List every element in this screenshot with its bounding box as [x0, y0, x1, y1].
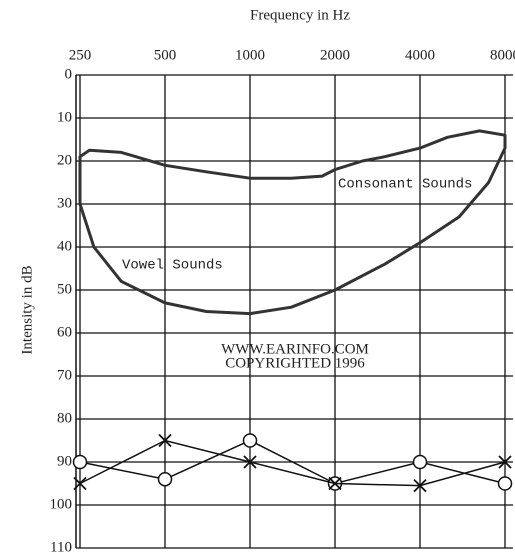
marker — [72, 454, 88, 470]
series-line — [79, 439, 506, 487]
annotation: COPYRIGHTED 1996 — [225, 355, 365, 371]
marker — [497, 476, 513, 491]
y-tick-label: 50 — [57, 281, 72, 297]
annotation: Vowel Sounds — [122, 258, 223, 274]
annotation: WWW.EARINFO.COM — [221, 341, 369, 357]
y-tick-label: 30 — [57, 195, 72, 211]
y-tick-label: 70 — [57, 367, 72, 383]
y-axis-title: Intensity in dB — [19, 265, 35, 354]
y-tick-label: 60 — [57, 324, 72, 340]
y-tick-label: 80 — [57, 410, 72, 426]
marker — [413, 479, 427, 493]
marker — [158, 433, 172, 448]
x-tick-label: 2000 — [320, 47, 350, 63]
y-tick-label: 20 — [57, 152, 72, 168]
marker — [328, 476, 342, 491]
series-line — [79, 439, 506, 485]
y-tick-label: 0 — [65, 66, 73, 82]
marker — [242, 433, 258, 448]
marker — [412, 454, 428, 470]
y-tick-label: 40 — [57, 238, 72, 254]
y-tick-label: 100 — [50, 496, 73, 512]
speech-area — [78, 129, 507, 316]
y-tick-label: 110 — [50, 539, 72, 555]
x-tick-label: 4000 — [405, 47, 435, 63]
marker — [498, 455, 512, 469]
y-tick-label: 10 — [57, 109, 72, 125]
marker — [157, 471, 173, 487]
x-tick-label: 250 — [69, 47, 92, 63]
annotation: Consonant Sounds — [338, 177, 472, 193]
chart-title: Frequency in Hz — [250, 7, 350, 23]
y-tick-label: 90 — [57, 453, 72, 469]
marker — [243, 455, 257, 469]
x-tick-label: 1000 — [235, 47, 265, 63]
x-tick-label: 8000 — [490, 47, 515, 63]
marker — [73, 476, 87, 491]
x-tick-label: 500 — [154, 47, 177, 63]
